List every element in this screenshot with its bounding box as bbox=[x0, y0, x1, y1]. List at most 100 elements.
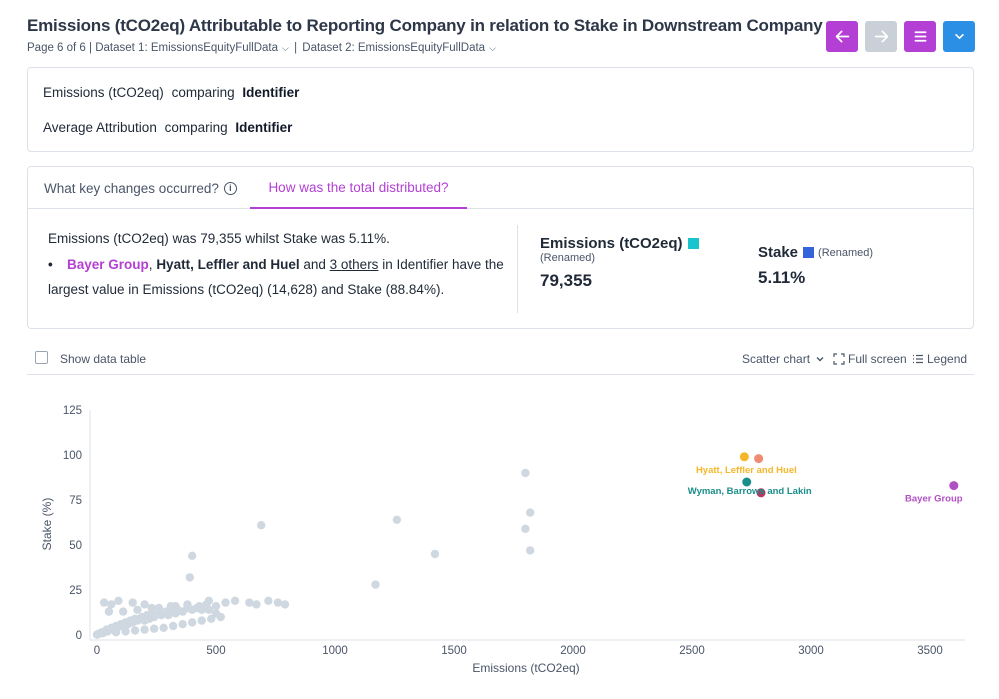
data-point[interactable] bbox=[252, 600, 261, 609]
data-point[interactable] bbox=[188, 551, 197, 560]
summary-line: Emissions (tCO2eq) was 79,355 whilst Sta… bbox=[48, 231, 390, 246]
data-point[interactable] bbox=[221, 598, 230, 607]
highlight-entity-bayer[interactable]: Bayer Group bbox=[67, 256, 149, 272]
y-tick-label: 50 bbox=[69, 540, 82, 552]
data-point[interactable] bbox=[264, 596, 273, 605]
scatter-chart-svg: 0 25 50 75 100 125 0 500 1000 1500 2000 2500 3000 350… bbox=[40, 405, 965, 675]
insights-card: What key changes occurred? i How was the… bbox=[27, 166, 974, 329]
x-tick-label: 1500 bbox=[441, 645, 467, 657]
menu-button[interactable] bbox=[904, 21, 936, 52]
tab-distribution[interactable]: How was the total distributed? bbox=[250, 167, 467, 209]
data-point[interactable] bbox=[230, 596, 240, 605]
highlighted-point[interactable] bbox=[742, 477, 752, 487]
data-point[interactable] bbox=[107, 600, 116, 609]
data-point[interactable] bbox=[273, 598, 283, 607]
page-navigation bbox=[826, 21, 975, 52]
data-point[interactable] bbox=[183, 600, 192, 609]
data-point[interactable] bbox=[149, 624, 159, 633]
x-axis-title: Emissions (tCO2eq) bbox=[472, 661, 579, 675]
page-title: Emissions (tCO2eq) Attributable to Repor… bbox=[27, 16, 823, 35]
metric-emissions-value: 79,355 bbox=[540, 271, 592, 290]
chevron-down-icon: ⌵ bbox=[489, 43, 496, 53]
data-point[interactable] bbox=[211, 602, 221, 611]
x-tick-label: 500 bbox=[206, 645, 225, 657]
data-point[interactable] bbox=[525, 546, 535, 555]
data-point[interactable] bbox=[521, 524, 530, 533]
data-point[interactable] bbox=[245, 598, 254, 607]
y-tick-label: 125 bbox=[63, 405, 82, 417]
highlighted-point[interactable] bbox=[949, 481, 959, 491]
legend-button[interactable]: Legend bbox=[912, 352, 967, 366]
data-point[interactable] bbox=[133, 605, 142, 614]
data-point[interactable] bbox=[178, 620, 187, 629]
report-header: Emissions (tCO2eq) Attributable to Repor… bbox=[27, 16, 823, 54]
data-point[interactable] bbox=[140, 625, 149, 634]
data-point[interactable] bbox=[147, 603, 156, 613]
show-data-table-checkbox[interactable] bbox=[35, 351, 48, 364]
options-dropdown-button[interactable] bbox=[943, 21, 975, 52]
dataset2-label: Dataset 2: EmissionsEquityFullData bbox=[302, 42, 486, 54]
data-point[interactable] bbox=[121, 627, 130, 636]
hamburger-menu-icon bbox=[914, 31, 926, 42]
dataset2-dropdown[interactable]: Dataset 2: EmissionsEquityFullData ⌵ bbox=[302, 42, 496, 54]
data-point[interactable] bbox=[118, 607, 128, 616]
point-label: Hyatt, Leffler and Huel bbox=[696, 465, 797, 476]
bullet-marker: • bbox=[48, 256, 53, 272]
data-point[interactable] bbox=[197, 616, 206, 625]
data-point[interactable] bbox=[140, 600, 149, 609]
y-axis-title: Stake (%) bbox=[40, 498, 54, 551]
data-point[interactable] bbox=[114, 596, 123, 605]
comparison-word: comparing bbox=[171, 85, 235, 100]
info-icon[interactable]: i bbox=[223, 181, 237, 195]
highlighted-point[interactable] bbox=[754, 454, 764, 464]
forward-button[interactable] bbox=[865, 21, 897, 52]
expand-icon bbox=[833, 353, 845, 365]
data-point[interactable] bbox=[257, 521, 266, 530]
x-tick-label: 0 bbox=[94, 645, 100, 657]
highlight-entity-hyatt[interactable]: Hyatt, Leffler and Huel bbox=[156, 256, 300, 272]
metric-stake-name: Stake (Renamed) bbox=[758, 244, 873, 261]
data-point[interactable] bbox=[159, 623, 168, 632]
dataset1-dropdown[interactable]: Dataset 1: EmissionsEquityFullData ⌵ bbox=[95, 42, 289, 54]
data-point[interactable] bbox=[92, 630, 102, 639]
point-label: Wyman, Barrows and Lakin bbox=[688, 486, 812, 497]
tab-key-changes[interactable]: What key changes occurred? i bbox=[44, 167, 237, 209]
distribution-summary: Emissions (tCO2eq) was 79,355 whilst Sta… bbox=[48, 226, 508, 303]
data-point[interactable] bbox=[392, 515, 402, 524]
summary-comma: , bbox=[148, 256, 153, 272]
highlighted-point[interactable] bbox=[739, 452, 749, 462]
data-point[interactable] bbox=[111, 628, 121, 637]
emissions-color-swatch bbox=[687, 238, 699, 249]
highlighted-point[interactable] bbox=[756, 488, 766, 498]
data-point[interactable] bbox=[166, 602, 175, 611]
data-point[interactable] bbox=[371, 580, 380, 589]
chevron-down-icon: ⌵ bbox=[282, 43, 289, 53]
data-point[interactable] bbox=[128, 598, 137, 607]
full-screen-button[interactable]: Full screen bbox=[833, 352, 907, 366]
data-point[interactable] bbox=[280, 600, 290, 609]
data-point[interactable] bbox=[525, 508, 535, 517]
data-point[interactable] bbox=[104, 607, 114, 616]
y-tick-label: 0 bbox=[76, 630, 82, 642]
others-link[interactable]: 3 others bbox=[329, 256, 379, 272]
data-point[interactable] bbox=[195, 602, 204, 611]
chart-type-label: Scatter chart bbox=[742, 352, 811, 366]
summary-rest: in Identifier have the largest value in … bbox=[48, 256, 504, 298]
data-point[interactable] bbox=[188, 618, 197, 627]
subtitle-divider: | bbox=[294, 42, 298, 54]
data-point[interactable] bbox=[204, 605, 214, 614]
back-button[interactable] bbox=[826, 21, 858, 52]
data-point[interactable] bbox=[521, 468, 530, 478]
data-point[interactable] bbox=[99, 598, 109, 607]
data-point[interactable] bbox=[207, 614, 216, 623]
section-divider bbox=[517, 225, 518, 313]
comparison-measure: Emissions (tCO2eq) bbox=[43, 85, 164, 100]
data-point[interactable] bbox=[216, 612, 225, 622]
data-point[interactable] bbox=[130, 626, 140, 635]
data-point[interactable] bbox=[185, 573, 195, 582]
data-point[interactable] bbox=[154, 603, 164, 613]
show-data-table-label[interactable]: Show data table bbox=[60, 352, 147, 366]
data-point[interactable] bbox=[430, 549, 440, 559]
chart-type-dropdown[interactable]: Scatter chart bbox=[742, 352, 826, 366]
data-point[interactable] bbox=[168, 621, 178, 631]
